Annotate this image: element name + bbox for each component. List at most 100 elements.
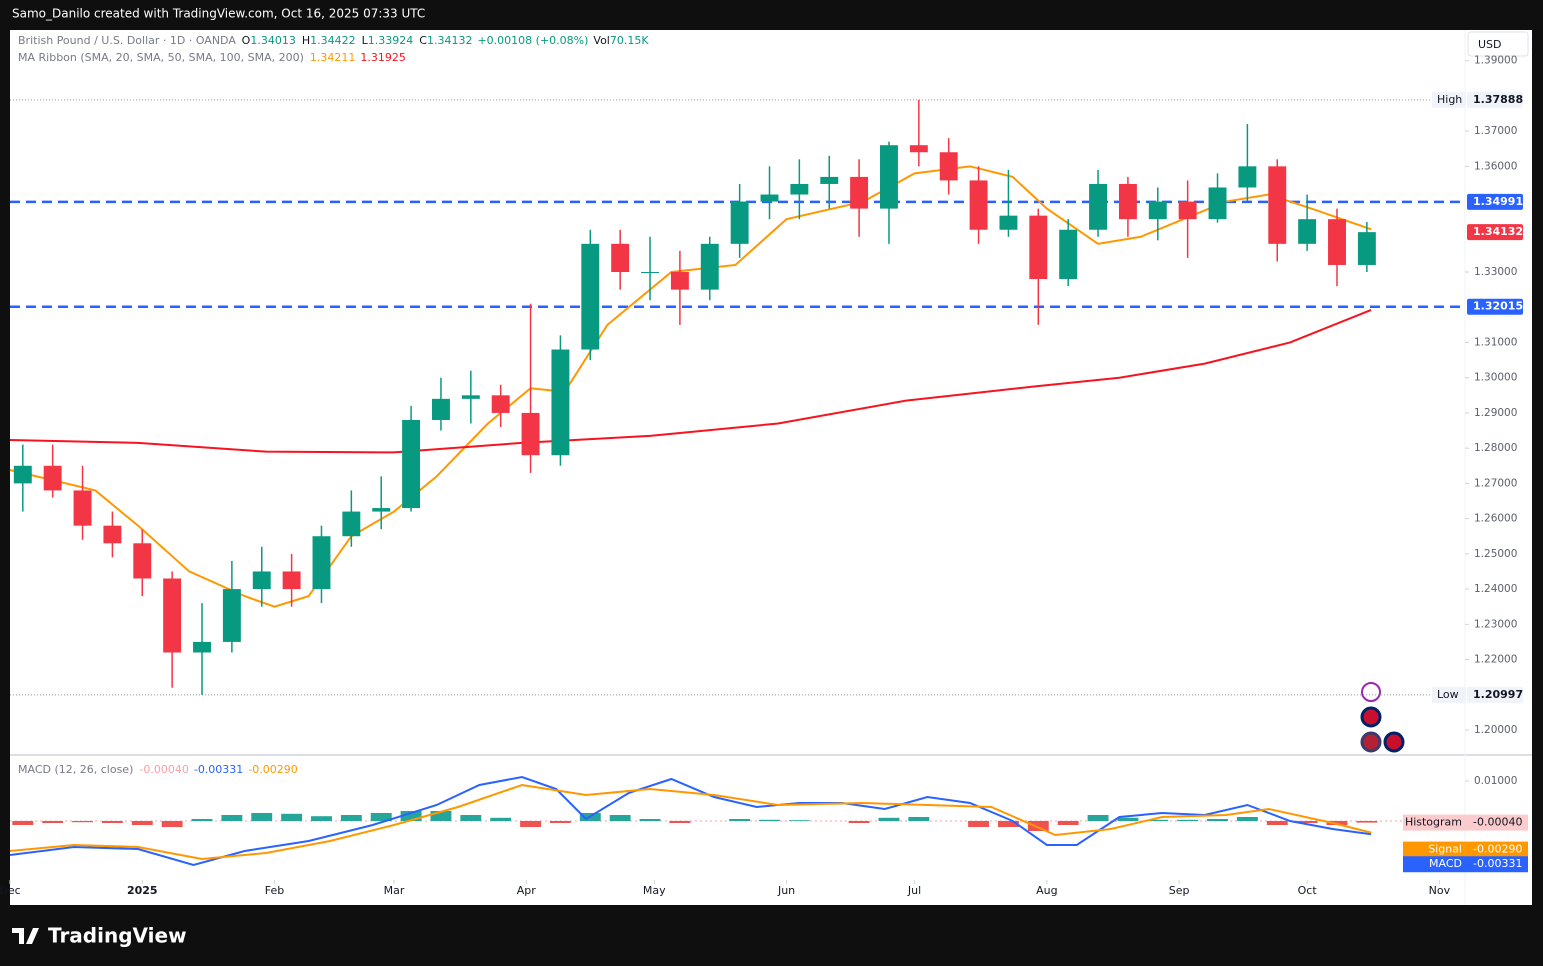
x-tick-label: Jul xyxy=(907,884,921,897)
histogram-bar xyxy=(1177,819,1199,821)
ohlc-label: C xyxy=(419,34,427,47)
histogram-bar xyxy=(1296,821,1318,823)
macd-tag-value: -0.00331 xyxy=(1473,857,1522,870)
histogram-bar xyxy=(400,811,422,821)
histogram-bar xyxy=(72,821,93,823)
candle-body xyxy=(1089,183,1108,230)
logo: TradingView xyxy=(12,924,187,948)
candle-body xyxy=(581,243,600,350)
candle-body xyxy=(402,419,421,509)
y-tick-label: 1.26000 xyxy=(1474,513,1517,525)
candle-body xyxy=(461,395,480,399)
candle-body xyxy=(730,201,749,244)
low-value: 1.20997 xyxy=(1473,688,1523,701)
macd-tag-box xyxy=(1403,856,1528,873)
event-icon xyxy=(1361,682,1381,702)
x-tick-label: Apr xyxy=(517,884,537,897)
histogram-bar xyxy=(1027,821,1049,831)
histogram-bar xyxy=(968,821,990,827)
candle-body xyxy=(193,641,211,653)
x-tick-label: 2025 xyxy=(127,884,158,897)
candle-body xyxy=(969,180,988,230)
low-box xyxy=(1467,686,1523,703)
candle-body xyxy=(282,571,301,590)
histogram-bar xyxy=(1117,817,1139,821)
brand: TradingView xyxy=(48,924,187,948)
ma20: 1.34211 xyxy=(310,51,356,64)
level-value: 1.34991 xyxy=(1473,195,1523,208)
event-icon xyxy=(1360,706,1382,728)
x-tick-label: Dec xyxy=(0,884,21,897)
y-tick-label: 1.29000 xyxy=(1474,407,1517,419)
ohlc-value: 1.34013 xyxy=(250,34,296,47)
ohlc-label: H xyxy=(302,34,310,47)
histogram-bar xyxy=(848,821,870,823)
candle-body xyxy=(611,243,630,273)
candle-body xyxy=(342,511,361,537)
level-box xyxy=(1467,193,1523,210)
histogram-bar xyxy=(609,815,631,821)
candle-body xyxy=(133,543,152,579)
candle-body xyxy=(1059,229,1078,280)
histogram-bar xyxy=(281,813,303,821)
candle-body xyxy=(1148,201,1167,220)
level-value: 1.32015 xyxy=(1473,300,1523,313)
candle-body xyxy=(431,398,450,420)
histogram-bar xyxy=(1326,821,1348,825)
candle-body xyxy=(1268,166,1287,244)
signal-tag-value: -0.00290 xyxy=(1473,843,1522,856)
histogram-bar xyxy=(430,811,452,821)
level-box xyxy=(1467,298,1523,315)
x-tick-label: Jun xyxy=(777,884,795,897)
y-tick-label: 1.31000 xyxy=(1474,336,1517,348)
histogram-bar xyxy=(788,820,810,821)
histogram-bar xyxy=(1057,821,1079,825)
ohlc-label: L xyxy=(362,34,369,47)
histogram-bar xyxy=(161,821,183,827)
histogram-bar xyxy=(490,817,512,821)
y2-tick-label: 0.01000 xyxy=(1474,775,1517,787)
histogram-bar xyxy=(520,821,542,827)
x-tick-label: Sep xyxy=(1169,884,1190,897)
candle-body xyxy=(700,243,719,290)
macd-line xyxy=(9,775,1372,867)
ma-title: MA Ribbon (SMA, 20, SMA, 50, SMA, 100, S… xyxy=(18,51,304,64)
ohlc-label: O xyxy=(242,34,251,47)
candle-body xyxy=(73,490,92,526)
candle-body xyxy=(13,465,32,484)
y-tick-label: 1.23000 xyxy=(1474,618,1517,630)
last-price-box xyxy=(1467,224,1523,241)
ohlc-value: 1.34132 xyxy=(427,34,473,47)
macd-title: MACD (12, 26, close) xyxy=(18,763,133,776)
moving-average xyxy=(9,308,1372,454)
candle-body xyxy=(909,145,928,153)
candle-body xyxy=(790,183,809,195)
currency[interactable]: USD xyxy=(1478,38,1502,51)
macd-value: -0.00331 xyxy=(194,763,243,776)
ohlc-value: 1.33924 xyxy=(368,34,414,47)
candle-body xyxy=(1238,166,1257,188)
event-icon xyxy=(1360,731,1382,753)
vol: 70.15K xyxy=(610,34,649,47)
histogram-bar xyxy=(1207,819,1228,821)
candle-body xyxy=(1118,183,1137,220)
histogram-bar xyxy=(908,817,930,821)
histogram-bar xyxy=(669,821,691,823)
y-tick-label: 1.22000 xyxy=(1474,654,1517,666)
y-tick-label: 1.39000 xyxy=(1474,55,1517,67)
header: Samo_Danilo created with TradingView.com… xyxy=(12,7,425,21)
change: +0.00108 (+0.08%) xyxy=(477,34,588,47)
x-tick-label: Mar xyxy=(384,884,405,897)
y-tick-label: 1.27000 xyxy=(1474,477,1517,489)
currency-button[interactable] xyxy=(1467,31,1529,57)
histogram-bar xyxy=(191,819,213,821)
candle-body xyxy=(491,395,510,413)
signal-value: -0.00290 xyxy=(248,763,297,776)
histogram-bar xyxy=(759,819,780,821)
histogram-bar xyxy=(340,815,362,821)
logo-mark xyxy=(12,928,39,944)
histogram-bar xyxy=(460,815,482,821)
histogram-bar xyxy=(878,817,900,821)
y-tick-label: 1.36000 xyxy=(1474,160,1517,172)
